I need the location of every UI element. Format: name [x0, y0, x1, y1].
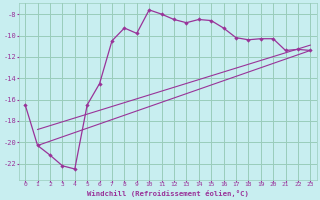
X-axis label: Windchill (Refroidissement éolien,°C): Windchill (Refroidissement éolien,°C) — [87, 190, 249, 197]
